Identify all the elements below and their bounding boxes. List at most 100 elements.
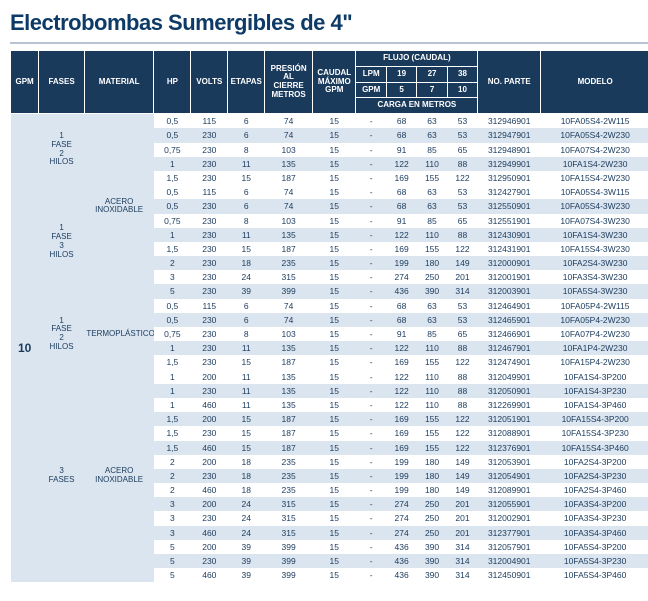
- cell-c3: 201: [447, 511, 477, 525]
- cell-v: 230: [191, 341, 228, 355]
- cell-md: 10FA1S4-3P200: [541, 370, 648, 384]
- cell-hp: 1,5: [154, 171, 191, 185]
- cell-md: 10FA15S4-3P230: [541, 426, 648, 440]
- cell-c3: 65: [447, 143, 477, 157]
- cell-c1: 122: [386, 370, 416, 384]
- cell-v: 200: [191, 412, 228, 426]
- cell-pn: 312089901: [478, 483, 541, 497]
- cell-v: 230: [191, 199, 228, 213]
- cell-md: 10FA3S4-3W230: [541, 270, 648, 284]
- th-modelo: MODELO: [541, 51, 648, 114]
- th-lpm19: 19: [386, 66, 416, 82]
- cell-pn: 312057901: [478, 540, 541, 554]
- cell-c1: 122: [386, 157, 416, 171]
- cell-v: 460: [191, 526, 228, 540]
- cell-ca: 15: [313, 114, 356, 129]
- cell-et: 18: [228, 455, 265, 469]
- cell-c0: -: [356, 242, 386, 256]
- cell-pn: 312551901: [478, 214, 541, 228]
- cell-ca: 15: [313, 171, 356, 185]
- cell-ca: 15: [313, 526, 356, 540]
- cell-c2: 110: [417, 341, 447, 355]
- cell-c1: 274: [386, 497, 416, 511]
- cell-pr: 399: [265, 568, 313, 582]
- cell-pn: 312053901: [478, 455, 541, 469]
- cell-c3: 88: [447, 398, 477, 412]
- cell-pr: 187: [265, 441, 313, 455]
- table-row: 1FASE2HILOSTERMOPLÁSTICO0,511567415-6863…: [11, 299, 648, 313]
- cell-c1: 169: [386, 441, 416, 455]
- cell-c3: 122: [447, 242, 477, 256]
- cell-c0: -: [356, 270, 386, 284]
- cell-md: 10FA05P4-2W115: [541, 299, 648, 313]
- cell-ca: 15: [313, 441, 356, 455]
- cell-c0: -: [356, 157, 386, 171]
- cell-c2: 63: [417, 199, 447, 213]
- table-row: 101FASE2HILOSACEROINOXIDABLE0,511567415-…: [11, 114, 648, 129]
- cell-md: 10FA5S4-3P230: [541, 554, 648, 568]
- cell-c3: 88: [447, 157, 477, 171]
- cell-c3: 122: [447, 412, 477, 426]
- cell-c0: -: [356, 114, 386, 129]
- cell-hp: 0,75: [154, 143, 191, 157]
- cell-hp: 2: [154, 469, 191, 483]
- th-material: MATERIAL: [84, 51, 154, 114]
- cell-pn: 312948901: [478, 143, 541, 157]
- cell-c0: -: [356, 284, 386, 298]
- cell-c3: 53: [447, 313, 477, 327]
- cell-c1: 122: [386, 398, 416, 412]
- cell-c1: 68: [386, 114, 416, 129]
- cell-md: 10FA3S4-3P230: [541, 511, 648, 525]
- cell-hp: 1: [154, 384, 191, 398]
- th-flujo: FLUJO (CAUDAL): [356, 51, 478, 67]
- cell-md: 10FA2S4-3P230: [541, 469, 648, 483]
- cell-pr: 74: [265, 185, 313, 199]
- cell-hp: 1: [154, 341, 191, 355]
- cell-ca: 15: [313, 228, 356, 242]
- cell-pr: 135: [265, 157, 313, 171]
- cell-c2: 390: [417, 540, 447, 554]
- table-header: GPM FASES MATERIAL HP VOLTS ETAPAS PRESI…: [11, 51, 648, 114]
- cell-v: 230: [191, 426, 228, 440]
- cell-hp: 0,5: [154, 114, 191, 129]
- cell-md: 10FA3S4-3P200: [541, 497, 648, 511]
- cell-c3: 122: [447, 355, 477, 369]
- cell-v: 115: [191, 185, 228, 199]
- cell-c3: 314: [447, 568, 477, 582]
- cell-pr: 135: [265, 228, 313, 242]
- th-g7: 7: [417, 82, 447, 98]
- cell-ca: 15: [313, 568, 356, 582]
- cell-v: 230: [191, 327, 228, 341]
- cell-et: 15: [228, 426, 265, 440]
- cell-pr: 135: [265, 370, 313, 384]
- cell-c2: 110: [417, 228, 447, 242]
- cell-et: 15: [228, 441, 265, 455]
- cell-c0: -: [356, 554, 386, 568]
- cell-et: 8: [228, 327, 265, 341]
- cell-c2: 155: [417, 171, 447, 185]
- cell-c0: -: [356, 568, 386, 582]
- cell-c0: -: [356, 469, 386, 483]
- cell-md: 10FA07P4-2W230: [541, 327, 648, 341]
- cell-c2: 110: [417, 384, 447, 398]
- cell-md: 10FA15S4-2W230: [541, 171, 648, 185]
- cell-pr: 187: [265, 412, 313, 426]
- cell-pr: 74: [265, 199, 313, 213]
- cell-md: 10FA07S4-2W230: [541, 143, 648, 157]
- cell-hp: 5: [154, 540, 191, 554]
- cell-c0: -: [356, 185, 386, 199]
- cell-md: 10FA05P4-2W230: [541, 313, 648, 327]
- cell-c1: 68: [386, 299, 416, 313]
- cell-pn: 312001901: [478, 270, 541, 284]
- cell-c3: 122: [447, 426, 477, 440]
- cell-pr: 103: [265, 214, 313, 228]
- cell-hp: 1: [154, 370, 191, 384]
- cell-c3: 88: [447, 228, 477, 242]
- cell-pn: 312049901: [478, 370, 541, 384]
- cell-c1: 122: [386, 228, 416, 242]
- cell-hp: 3: [154, 526, 191, 540]
- cell-c0: -: [356, 143, 386, 157]
- cell-c1: 91: [386, 214, 416, 228]
- cell-hp: 0,5: [154, 185, 191, 199]
- cell-ca: 15: [313, 327, 356, 341]
